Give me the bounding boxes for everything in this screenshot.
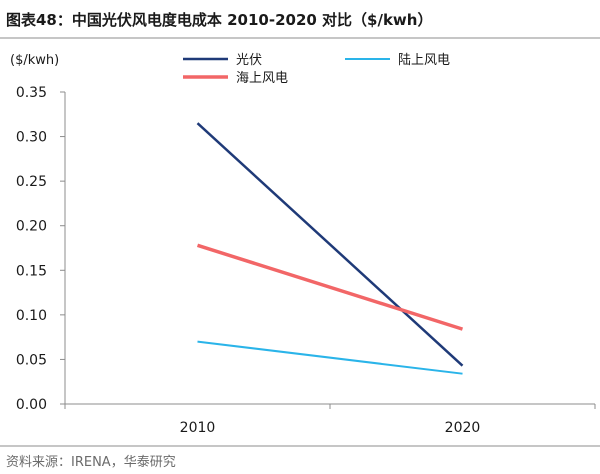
legend-label-onshore-wind: 陆上风电 [398, 52, 450, 68]
x-tick-label: 2020 [445, 420, 481, 436]
y-tick-label: 0.30 [16, 130, 47, 146]
source-note: 资料来源：IRENA，华泰研究 [6, 455, 176, 470]
y-axis-label: ($/kwh) [10, 53, 59, 68]
y-tick-label: 0.10 [16, 308, 47, 324]
series-layer [196, 122, 464, 375]
x-tick-label: 2010 [180, 420, 216, 436]
figure-number: 图表48： [6, 11, 72, 29]
y-tick-label: 0.25 [16, 174, 47, 190]
legend-label-offshore-wind: 海上风电 [236, 71, 288, 86]
y-tick-label: 0.20 [16, 219, 47, 235]
y-tick-label: 0.05 [16, 352, 47, 368]
y-tick-label: 0.15 [16, 263, 47, 279]
axes: 0.00 0.05 0.10 0.15 0.20 0.25 0.30 0.35 2010 2020 [16, 85, 596, 436]
legend: 光伏 陆上风电 海上风电 [183, 52, 450, 86]
series-line-pv [196, 122, 464, 367]
legend-label-pv: 光伏 [236, 53, 262, 68]
y-tick-label: 0.00 [16, 397, 47, 413]
chart-header: 图表48：中国光伏风电度电成本 2010-2020 对比（$/kwh） [6, 11, 432, 29]
series-line-offshore-wind [196, 243, 464, 331]
series-line-onshore-wind [197, 340, 463, 375]
chart-title: 中国光伏风电度电成本 2010-2020 对比（$/kwh） [72, 11, 433, 29]
y-tick-label: 0.35 [16, 85, 47, 101]
